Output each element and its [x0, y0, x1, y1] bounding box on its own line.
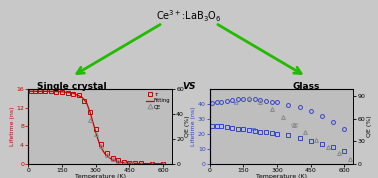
Y-axis label: QE (%): QE (%) [367, 116, 372, 137]
Text: $\tau_1$: $\tau_1$ [250, 126, 258, 134]
Legend: $\tau$, Fitting, QE: $\tau$, Fitting, QE [146, 90, 171, 110]
Text: Ce$^{3+}$:LaB$_3$O$_6$: Ce$^{3+}$:LaB$_3$O$_6$ [156, 9, 222, 25]
X-axis label: Temperature (K): Temperature (K) [256, 174, 307, 178]
Text: Single crystal: Single crystal [37, 82, 107, 91]
Y-axis label: Lifetime (ns): Lifetime (ns) [191, 107, 196, 146]
Text: Glass: Glass [293, 82, 320, 91]
Y-axis label: QE (%): QE (%) [186, 116, 191, 137]
Text: VS: VS [182, 82, 196, 91]
Text: $\tau_2$: $\tau_2$ [232, 100, 240, 108]
Text: QE: QE [291, 122, 299, 127]
Y-axis label: Lifetime (ns): Lifetime (ns) [10, 107, 15, 146]
X-axis label: Temperature (K): Temperature (K) [75, 174, 125, 178]
